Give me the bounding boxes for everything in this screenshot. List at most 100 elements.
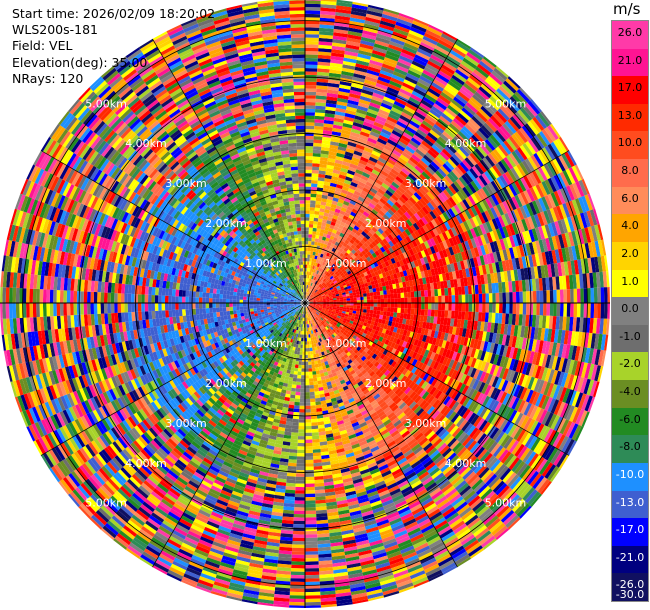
velocity-gate	[430, 175, 440, 185]
velocity-gate	[381, 63, 396, 71]
velocity-gate	[402, 131, 413, 140]
velocity-gate	[352, 153, 362, 160]
velocity-gate	[468, 136, 480, 148]
velocity-gate	[387, 47, 402, 56]
velocity-gate	[373, 224, 381, 231]
velocity-gate	[310, 294, 313, 298]
velocity-gate	[573, 303, 578, 318]
velocity-gate	[313, 221, 318, 225]
velocity-gate	[375, 82, 388, 90]
velocity-gate	[451, 303, 456, 311]
velocity-gate	[377, 30, 393, 38]
velocity-gate	[334, 15, 351, 21]
velocity-gate	[469, 118, 481, 130]
velocity-gate	[320, 153, 329, 158]
velocity-gate	[306, 291, 308, 296]
velocity-gate	[393, 146, 404, 155]
velocity-gate	[409, 140, 420, 149]
velocity-gate	[432, 158, 443, 168]
velocity-gate	[424, 303, 429, 310]
velocity-gate	[351, 156, 361, 163]
velocity-gate	[346, 144, 356, 151]
velocity-gate	[355, 222, 362, 229]
velocity-gate	[464, 54, 479, 67]
velocity-gate	[329, 275, 334, 280]
velocity-gate	[342, 242, 348, 248]
velocity-gate	[339, 299, 344, 302]
velocity-gate	[427, 60, 442, 71]
velocity-gate	[382, 10, 399, 19]
velocity-gate	[420, 290, 425, 297]
velocity-gate	[392, 71, 407, 80]
velocity-gate	[491, 70, 506, 84]
velocity-gate	[436, 73, 450, 84]
velocity-gate	[316, 194, 323, 199]
velocity-gate	[379, 154, 389, 162]
velocity-gate	[398, 12, 415, 21]
velocity-gate	[308, 282, 311, 286]
velocity-gate	[356, 305, 361, 309]
velocity-gate	[393, 288, 398, 294]
velocity-gate	[451, 46, 467, 58]
velocity-gate	[305, 7, 321, 11]
velocity-gate	[502, 303, 507, 314]
velocity-gate	[432, 79, 446, 89]
velocity-gate	[355, 63, 369, 70]
velocity-gate	[332, 197, 339, 202]
velocity-gate	[414, 165, 424, 174]
velocity-gate	[369, 131, 380, 138]
velocity-gate	[414, 84, 428, 94]
velocity-gate	[397, 307, 401, 313]
velocity-gate	[410, 63, 424, 73]
velocity-gate	[553, 303, 557, 317]
velocity-gate	[377, 112, 389, 120]
velocity-gate	[312, 283, 315, 287]
velocity-gate	[484, 78, 499, 91]
velocity-gate	[333, 226, 339, 231]
velocity-gate	[522, 291, 527, 303]
velocity-gate	[332, 42, 346, 48]
velocity-gate	[366, 306, 371, 310]
velocity-gate	[339, 192, 347, 198]
velocity-gate	[333, 261, 338, 266]
velocity-gate	[359, 131, 370, 138]
velocity-gate	[320, 204, 326, 210]
velocity-gate	[310, 197, 317, 201]
velocity-gate	[444, 146, 455, 156]
velocity-gate	[313, 217, 319, 222]
velocity-gate	[338, 213, 345, 219]
velocity-gate	[383, 96, 396, 104]
velocity-gate	[427, 132, 438, 142]
velocity-gate	[407, 297, 412, 303]
velocity-gate	[336, 184, 343, 190]
velocity-gate	[464, 311, 469, 321]
velocity-gate	[405, 188, 414, 197]
velocity-gate	[413, 18, 430, 27]
velocity-gate	[315, 259, 319, 264]
velocity-gate	[318, 235, 323, 240]
velocity-gate	[305, 230, 309, 235]
velocity-gate	[305, 125, 315, 130]
velocity-gate	[412, 20, 429, 30]
velocity-gate	[357, 105, 369, 112]
velocity-gate	[330, 243, 335, 248]
velocity-gate	[421, 140, 432, 150]
velocity-gate	[371, 208, 379, 216]
velocity-gate	[489, 73, 503, 86]
velocity-gate	[310, 295, 314, 298]
velocity-gate	[346, 298, 351, 301]
velocity-gate	[543, 303, 547, 316]
velocity-gate	[335, 5, 352, 11]
velocity-gate	[404, 303, 408, 309]
velocity-gate	[371, 226, 378, 233]
velocity-gate	[489, 95, 503, 109]
velocity-gate	[320, 268, 325, 273]
velocity-gate	[428, 177, 437, 187]
velocity-gate	[443, 110, 455, 121]
velocity-gate	[429, 84, 443, 95]
velocity-gate	[305, 27, 320, 32]
velocity-gate	[570, 288, 574, 303]
velocity-gate	[469, 74, 483, 87]
velocity-gate	[313, 269, 316, 273]
velocity-gate	[361, 89, 374, 96]
